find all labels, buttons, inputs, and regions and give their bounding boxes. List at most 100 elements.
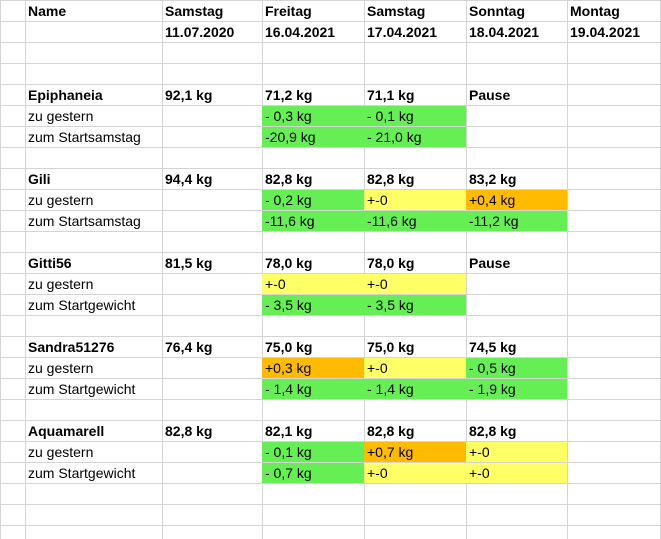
weight-cell[interactable]: 74,5 kg	[469, 339, 517, 355]
row-label-cell[interactable]: zu gestern	[28, 444, 94, 460]
start-diff-cell[interactable]: -20,9 kg	[262, 127, 364, 147]
start-diff-cell[interactable]: - 1,4 kg	[262, 379, 364, 399]
header-date-cell[interactable]: 16.04.2021	[265, 24, 336, 40]
start-diff-cell[interactable]: - 0,7 kg	[262, 463, 364, 483]
header-weekday-cell[interactable]: Sonntag	[469, 3, 525, 19]
grid-row-line	[0, 84, 661, 85]
diff-cell[interactable]: - 0,1 kg	[364, 106, 466, 126]
diff-cell[interactable]: +0,4 kg	[466, 190, 567, 210]
grid-row-line	[0, 189, 661, 190]
weight-cell[interactable]: 82,8 kg	[367, 171, 415, 187]
grid-row-line	[0, 315, 661, 316]
row-label-cell[interactable]: zu gestern	[28, 192, 94, 208]
person-name-cell[interactable]: Gitti56	[28, 255, 72, 271]
grid-row-line	[0, 294, 661, 295]
diff-cell[interactable]: +0,3 kg	[262, 358, 364, 378]
grid-col-line	[262, 0, 263, 539]
weight-cell[interactable]: 83,2 kg	[469, 171, 517, 187]
diff-cell[interactable]: +-0	[466, 442, 567, 462]
grid-row-line	[0, 168, 661, 169]
grid-row-line	[0, 252, 661, 253]
weight-cell[interactable]: 78,0 kg	[265, 255, 313, 271]
person-name-cell[interactable]: Gili	[28, 171, 51, 187]
weight-cell[interactable]: 71,2 kg	[265, 87, 313, 103]
start-diff-cell[interactable]: - 3,5 kg	[364, 295, 466, 315]
grid-row-line	[0, 378, 661, 379]
row-label-cell[interactable]: zum Startgewicht	[28, 465, 136, 481]
grid-row-line	[0, 42, 661, 43]
weight-cell[interactable]: Pause	[469, 87, 511, 103]
weight-cell[interactable]: 92,1 kg	[165, 87, 213, 103]
weight-cell[interactable]: 82,8 kg	[367, 423, 415, 439]
start-diff-cell[interactable]: - 1,9 kg	[466, 379, 567, 399]
diff-cell[interactable]: - 0,5 kg	[466, 358, 567, 378]
header-weekday-cell[interactable]: Freitag	[265, 3, 312, 19]
person-name-cell[interactable]: Epiphaneia	[28, 87, 103, 103]
header-date-cell[interactable]: 19.04.2021	[570, 24, 641, 40]
start-diff-cell[interactable]: +-0	[466, 463, 567, 483]
weight-cell[interactable]: 94,4 kg	[165, 171, 213, 187]
weight-cell[interactable]: 82,8 kg	[165, 423, 213, 439]
header-date-cell[interactable]: 18.04.2021	[469, 24, 540, 40]
grid-row-line	[0, 21, 661, 22]
diff-cell[interactable]: +-0	[364, 274, 466, 294]
start-diff-cell[interactable]: -11,2 kg	[466, 211, 567, 231]
header-date-cell[interactable]: 11.07.2020	[165, 24, 235, 40]
row-label-cell[interactable]: zu gestern	[28, 276, 94, 292]
grid-col-line	[567, 0, 568, 539]
grid-row-line	[0, 420, 661, 421]
diff-cell[interactable]: +-0	[364, 358, 466, 378]
header-weekday-cell[interactable]: Montag	[570, 3, 620, 19]
weight-cell[interactable]: 76,4 kg	[165, 339, 213, 355]
grid-row-line	[0, 147, 661, 148]
grid-row-line	[0, 210, 661, 211]
start-diff-cell[interactable]: - 21,0 kg	[364, 127, 466, 147]
grid-row-line	[0, 273, 661, 274]
person-name-cell[interactable]: Aquamarell	[28, 423, 105, 439]
weight-cell[interactable]: 82,1 kg	[265, 423, 313, 439]
weight-cell[interactable]: 81,5 kg	[165, 255, 213, 271]
grid-row-line	[0, 357, 661, 358]
grid-row-line	[0, 0, 661, 1]
grid-row-line	[0, 63, 661, 64]
weight-cell[interactable]: 82,8 kg	[265, 171, 313, 187]
header-name-cell[interactable]: Name	[28, 3, 67, 19]
row-label-cell[interactable]: zum Startsamstag	[28, 213, 141, 229]
header-date-cell[interactable]: 17.04.2021	[367, 24, 438, 40]
row-label-cell[interactable]: zu gestern	[28, 108, 94, 124]
weight-cell[interactable]: 82,8 kg	[469, 423, 517, 439]
grid-col-line	[0, 0, 1, 539]
weight-cell[interactable]: Pause	[469, 255, 511, 271]
grid-col-line	[466, 0, 467, 539]
weight-cell[interactable]: 75,0 kg	[367, 339, 415, 355]
start-diff-cell[interactable]: - 3,5 kg	[262, 295, 364, 315]
header-weekday-cell[interactable]: Samstag	[165, 3, 224, 19]
diff-cell[interactable]: - 0,3 kg	[262, 106, 364, 126]
start-diff-cell[interactable]: - 1,4 kg	[364, 379, 466, 399]
grid-row-line	[0, 462, 661, 463]
grid-col-line	[162, 0, 163, 539]
diff-cell[interactable]: +-0	[364, 190, 466, 210]
person-name-cell[interactable]: Sandra51276	[28, 339, 115, 355]
grid-row-line	[0, 525, 661, 526]
weight-cell[interactable]: 78,0 kg	[367, 255, 415, 271]
row-label-cell[interactable]: zum Startsamstag	[28, 129, 141, 145]
diff-cell[interactable]: +-0	[262, 274, 364, 294]
grid-row-line	[0, 126, 661, 127]
diff-cell[interactable]: +0,7 kg	[364, 442, 466, 462]
weight-cell[interactable]: 71,1 kg	[367, 87, 415, 103]
header-weekday-cell[interactable]: Samstag	[367, 3, 426, 19]
grid-row-line	[0, 483, 661, 484]
row-label-cell[interactable]: zum Startgewicht	[28, 381, 136, 397]
start-diff-cell[interactable]: -11,6 kg	[364, 211, 466, 231]
start-diff-cell[interactable]: -11,6 kg	[262, 211, 364, 231]
diff-cell[interactable]: - 0,2 kg	[262, 190, 364, 210]
diff-cell[interactable]: - 0,1 kg	[262, 442, 364, 462]
row-label-cell[interactable]: zu gestern	[28, 360, 94, 376]
row-label-cell[interactable]: zum Startgewicht	[28, 297, 136, 313]
grid-col-line	[364, 0, 365, 539]
weight-cell[interactable]: 75,0 kg	[265, 339, 313, 355]
start-diff-cell[interactable]: +-0	[364, 463, 466, 483]
grid-row-line	[0, 231, 661, 232]
